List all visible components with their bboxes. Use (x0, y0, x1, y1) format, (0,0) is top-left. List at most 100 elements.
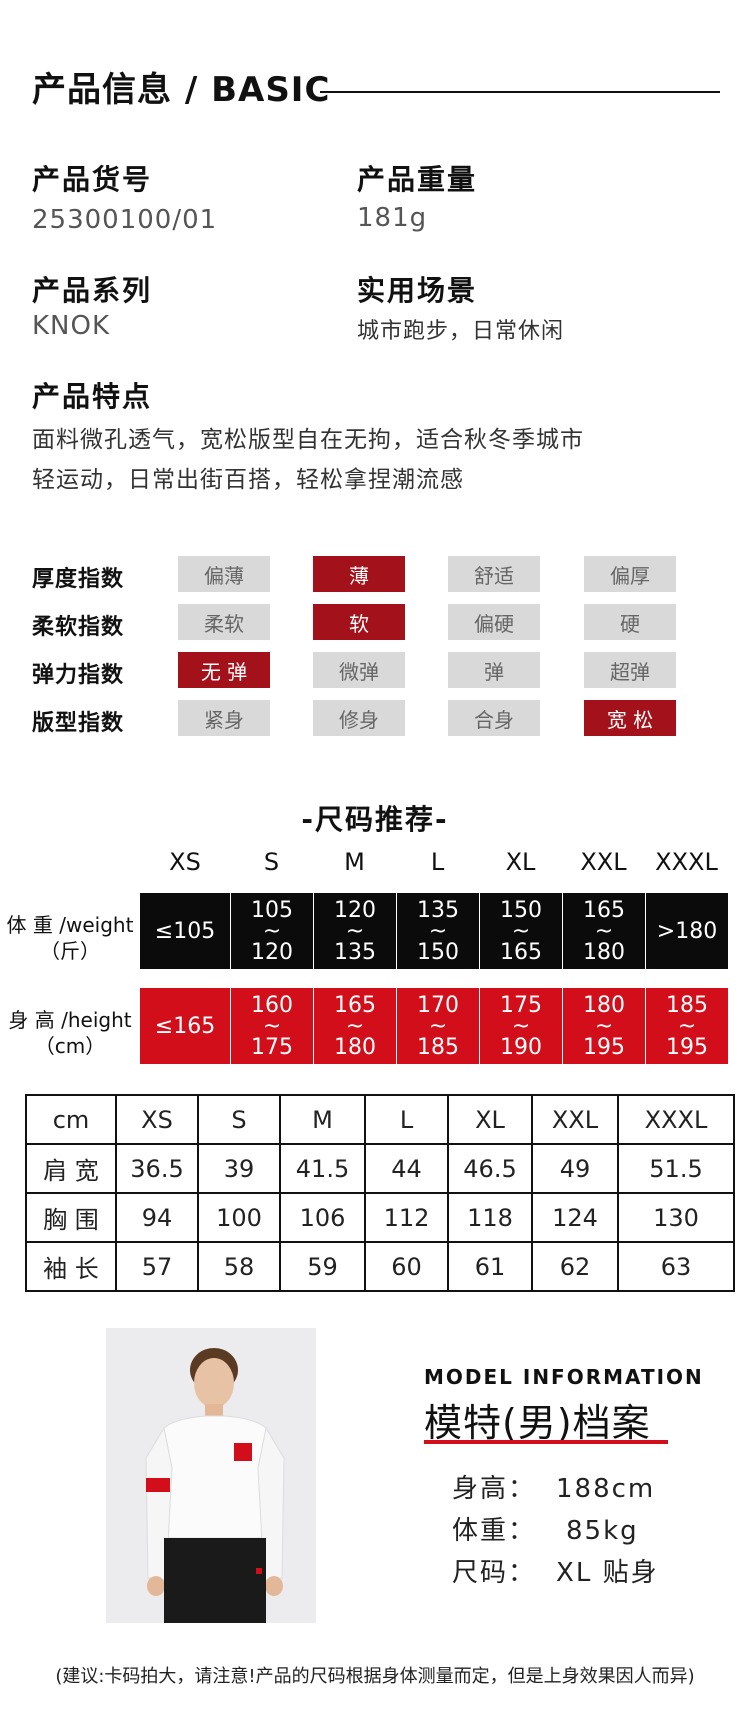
table-cell: 112 (364, 1192, 449, 1243)
index-option: 修身 (313, 700, 405, 736)
table-cell: 106 (279, 1192, 366, 1243)
index-option: 偏厚 (584, 556, 676, 592)
model-illustration (106, 1328, 316, 1623)
weight-row: ≤105 105 ~ 120 120 ~ 135 135 ~ 150 150 ~… (140, 893, 728, 969)
height-unit: （cm） (34, 1034, 106, 1058)
weight-cell: 105 ~ 120 (230, 893, 313, 969)
height-label: 身 高 /height (8, 1008, 132, 1032)
model-stat-height: 身高： 188cm (452, 1468, 655, 1505)
features-description: 面料微孔透气，宽松版型自在无拘，适合秋冬季城市 轻运动，日常出街百搭，轻松拿捏潮… (32, 420, 712, 500)
height-cell: 165 ~ 180 (313, 988, 396, 1064)
weight-max: 135 (334, 939, 376, 965)
field-value-scene: 城市跑步，日常休闲 (357, 319, 565, 344)
height-cell: 170 ~ 185 (396, 988, 479, 1064)
weight-tilde: ~ (594, 918, 614, 944)
table-header-cell: XS (115, 1094, 199, 1145)
table-cell: 57 (115, 1241, 199, 1292)
size-header: M (344, 848, 365, 876)
page-title: 产品信息 / BASIC (32, 70, 331, 110)
weight-tilde: ~ (345, 918, 365, 944)
table-cell: 58 (197, 1241, 281, 1292)
weight-cell: 120 ~ 135 (313, 893, 396, 969)
size-header: XL (505, 848, 536, 876)
index-option: 宽 松 (584, 700, 676, 736)
table-cell: 59 (279, 1241, 366, 1292)
height-max: 190 (500, 1034, 542, 1060)
height-min: 180 (583, 992, 625, 1018)
table-header-cell: L (364, 1094, 449, 1145)
model-stat-label: 尺码： (452, 1558, 537, 1588)
table-cell: 118 (447, 1192, 533, 1243)
size-header-row: XS S M L XL XXL XXXL (140, 848, 728, 876)
weight-row-label: 体 重 /weight （斤） (0, 912, 140, 964)
table-header-cell: XXL (531, 1094, 619, 1145)
model-stat-value: XL 贴身 (556, 1558, 659, 1588)
table-cell: 60 (364, 1241, 449, 1292)
height-min: 175 (500, 992, 542, 1018)
size-recommend-title: -尺码推荐- (301, 803, 449, 836)
weight-value: ≤105 (154, 918, 216, 944)
table-cell: 胸 围 (25, 1192, 117, 1243)
field-value-sku: 25300100/01 (32, 205, 218, 235)
field-value-series: KNOK (32, 311, 111, 341)
height-tilde: ~ (511, 1013, 531, 1039)
index-option: 舒适 (448, 556, 540, 592)
weight-min: 105 (251, 897, 293, 923)
field-label-sku: 产品货号 (32, 163, 153, 196)
height-row: ≤165 160 ~ 175 165 ~ 180 170 ~ 185 175 ~… (140, 988, 728, 1064)
table-cell: 130 (617, 1192, 735, 1243)
height-cell: 175 ~ 190 (479, 988, 562, 1064)
table-row: 袖 长 57 58 59 60 61 62 63 (25, 1241, 735, 1292)
weight-min: 150 (500, 897, 542, 923)
index-option: 超弹 (584, 652, 676, 688)
table-cell: 63 (617, 1241, 735, 1292)
height-tilde: ~ (262, 1013, 282, 1039)
index-label: 柔软指数 (32, 615, 125, 640)
index-option: 柔软 (178, 604, 270, 640)
height-cell: 180 ~ 195 (562, 988, 645, 1064)
size-header: L (430, 848, 445, 876)
weight-cell: 165 ~ 180 (562, 893, 645, 969)
height-tilde: ~ (677, 1013, 697, 1039)
height-tilde: ~ (594, 1013, 614, 1039)
index-label: 弹力指数 (32, 663, 125, 688)
table-row: 肩 宽 36.5 39 41.5 44 46.5 49 51.5 (25, 1143, 735, 1194)
weight-tilde: ~ (511, 918, 531, 944)
height-max: 195 (666, 1034, 708, 1060)
height-max: 185 (417, 1034, 459, 1060)
height-value: ≤165 (154, 1013, 216, 1039)
height-min: 170 (417, 992, 459, 1018)
height-max: 195 (583, 1034, 625, 1060)
table-cell: 62 (531, 1241, 619, 1292)
table-cell: 肩 宽 (25, 1143, 117, 1194)
index-option: 紧身 (178, 700, 270, 736)
features-line-1: 面料微孔透气，宽松版型自在无拘，适合秋冬季城市 (32, 427, 584, 453)
table-cell: 41.5 (279, 1143, 366, 1194)
measurement-table: cm XS S M L XL XXL XXXL 肩 宽 36.5 39 41.5… (25, 1094, 735, 1292)
weight-value: >180 (656, 918, 718, 944)
height-row-label: 身 高 /height （cm） (0, 1007, 140, 1059)
index-option: 无 弹 (178, 652, 270, 688)
table-cell: 46.5 (447, 1143, 533, 1194)
size-header: XS (169, 848, 201, 876)
model-stat-label: 身高： (452, 1474, 537, 1504)
index-option: 微弹 (313, 652, 405, 688)
table-cell: 36.5 (115, 1143, 199, 1194)
weight-cell: ≤105 (140, 893, 230, 969)
weight-max: 180 (583, 939, 625, 965)
height-cell: 160 ~ 175 (230, 988, 313, 1064)
model-stat-value: 188cm (556, 1474, 656, 1504)
measurement-header-row: cm XS S M L XL XXL XXXL (25, 1094, 735, 1145)
model-title-underline (424, 1440, 668, 1444)
table-cell: 124 (531, 1192, 619, 1243)
height-max: 180 (334, 1034, 376, 1060)
model-stat-label: 体重： (452, 1516, 537, 1546)
table-cell: 44 (364, 1143, 449, 1194)
height-tilde: ~ (428, 1013, 448, 1039)
model-stat-size: 尺码： XL 贴身 (452, 1552, 659, 1589)
height-cell: 185 ~ 195 (645, 988, 728, 1064)
features-label: 产品特点 (32, 380, 153, 413)
table-header-cell: M (279, 1094, 366, 1145)
table-cell: 39 (197, 1143, 281, 1194)
index-label: 版型指数 (32, 711, 125, 736)
